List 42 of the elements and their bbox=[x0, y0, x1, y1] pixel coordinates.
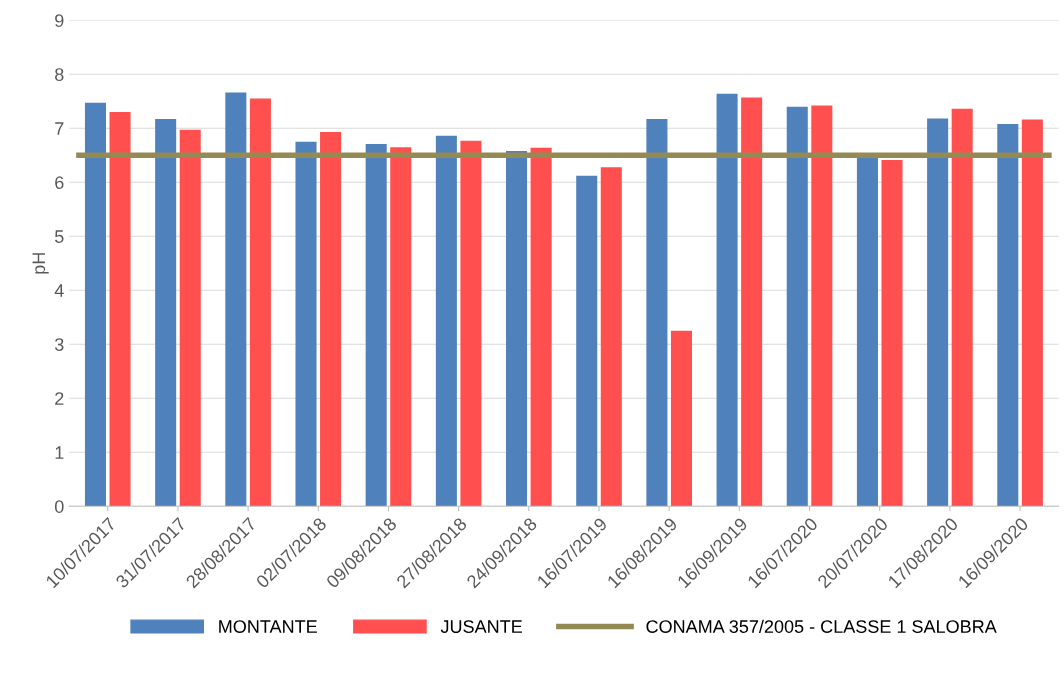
bar bbox=[1021, 119, 1043, 507]
y-tick-label: 0 bbox=[54, 500, 64, 513]
bar bbox=[600, 167, 622, 507]
y-tick-label: 6 bbox=[55, 176, 64, 189]
bar bbox=[249, 98, 271, 507]
legend-label: MONTANTE bbox=[219, 620, 317, 633]
bar bbox=[435, 135, 457, 507]
bar bbox=[856, 155, 878, 507]
bar bbox=[320, 132, 342, 507]
bar bbox=[390, 147, 412, 507]
bar bbox=[506, 150, 528, 507]
bar bbox=[786, 106, 808, 507]
y-tick-label: 5 bbox=[54, 230, 64, 243]
bar bbox=[927, 118, 949, 507]
bar bbox=[365, 143, 387, 507]
bar bbox=[460, 140, 482, 507]
y-tick-label: 2 bbox=[55, 392, 64, 405]
bar bbox=[179, 129, 201, 507]
bar bbox=[225, 92, 247, 507]
bar bbox=[155, 119, 177, 507]
bar bbox=[951, 108, 973, 507]
bar bbox=[295, 141, 317, 507]
y-tick-label: 7 bbox=[55, 122, 64, 135]
y-tick-label: 4 bbox=[54, 284, 64, 297]
y-axis-title: pH bbox=[32, 253, 49, 274]
bar bbox=[84, 102, 106, 507]
y-tick-label: 8 bbox=[55, 68, 64, 81]
bar bbox=[670, 330, 692, 507]
bar bbox=[646, 119, 668, 507]
bar bbox=[576, 175, 598, 507]
bar bbox=[811, 105, 833, 507]
legend-label: JUSANTE bbox=[440, 620, 522, 633]
bar bbox=[530, 147, 552, 507]
bar bbox=[741, 97, 763, 507]
y-tick-label: 1 bbox=[55, 446, 64, 459]
bar bbox=[997, 123, 1019, 507]
bar bbox=[881, 160, 903, 507]
y-tick-label: 3 bbox=[54, 338, 64, 351]
bar bbox=[716, 93, 738, 507]
bar bbox=[109, 112, 131, 507]
legend-label: CONAMA 357/2005 - CLASSE 1 SALOBRA bbox=[646, 619, 997, 633]
y-tick-label: 9 bbox=[55, 14, 64, 27]
